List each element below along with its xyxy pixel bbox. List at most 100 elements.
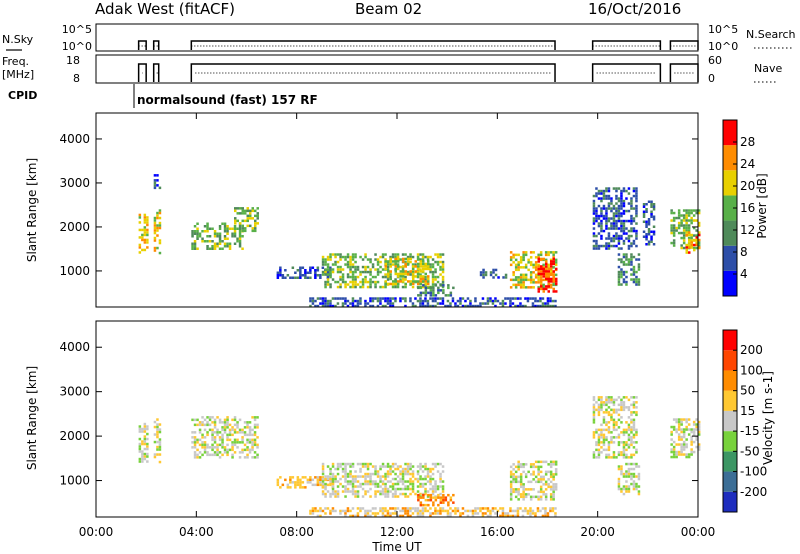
echo-cell [417,282,420,286]
echo-cell [236,240,239,243]
echo-cell [434,507,437,510]
echo-cell [331,507,335,510]
echo-cell [156,234,159,237]
echo-cell [246,433,249,437]
echo-cell [682,428,686,431]
echo-cell [602,411,606,414]
echo-cell [690,450,693,454]
echo-cell [600,189,603,193]
echo-region [321,462,445,498]
echo-cell [396,285,400,289]
echo-cell [695,438,698,441]
echo-cell [600,446,603,449]
echo-cell [607,413,611,417]
echo-cell [647,223,651,226]
echo-cell [324,304,327,308]
echo-cell [326,255,330,259]
echo-cell [233,441,237,444]
echo-cell [346,490,350,493]
echo-cell [685,226,688,230]
echo-cell [680,244,683,247]
echo-cell [597,456,601,459]
echo-cell [534,266,538,269]
echo-cell [349,265,352,269]
nave-tick-bottom: 0 [708,72,715,85]
echo-cell [690,435,693,439]
echo-cell [627,485,631,488]
echo-cell [329,467,332,471]
echo-cell [600,234,603,238]
echo-cell [409,482,412,486]
echo-cell [193,446,197,449]
echo-cell [602,448,606,452]
echo-cell [374,472,377,476]
echo-cell [399,265,402,269]
echo-cell [153,239,157,242]
echo-cell [369,278,372,281]
echo-cell [449,496,453,499]
echo-cell [542,283,545,287]
echo-cell [419,258,422,261]
echo-cell [610,396,613,399]
echo-cell [414,509,417,513]
echo-cell [366,482,370,486]
echo-cell [527,278,530,282]
echo-cell [203,451,207,454]
echo-cell [617,453,621,457]
echo-cell [406,507,410,510]
y-tick-label: 1000 [59,474,90,488]
echo-cell [239,212,242,215]
echo-cell [546,514,550,518]
echo-cell [206,416,209,419]
echo-cell [361,270,365,274]
echo-cell [600,428,603,432]
echo-cell [537,278,540,282]
echo-cell [509,297,512,300]
echo-cell [419,275,422,278]
date-label: 16/Oct/2016 [588,0,681,18]
echo-cell [406,467,410,471]
echo-cell [622,485,626,488]
echo-region [417,284,455,297]
echo-cell [677,224,681,227]
nsky-tick-bottom: 10^0 [62,40,92,53]
echo-cell [441,297,445,300]
echo-cell [519,304,522,308]
echo-cell [246,426,249,429]
echo-cell [529,263,533,267]
echo-cell [349,302,352,305]
echo-cell [221,421,224,424]
echo-cell [349,255,352,259]
echo-cell [537,470,540,474]
echo-cell [359,509,362,513]
echo-cell [532,263,535,267]
echo-cell [316,483,320,487]
echo-cell [138,236,142,239]
echo-cell [546,512,550,515]
echo-cell [369,509,372,513]
echo-cell [417,493,420,497]
nsearch-label: N.Search [746,28,796,41]
echo-cell [326,263,330,266]
echo-cell [394,490,397,493]
echo-cell [419,286,423,290]
echo-cell [419,462,422,466]
echo-cell [602,441,606,444]
echo-cell [620,441,623,444]
echo-cell [461,304,465,308]
echo-cell [397,275,400,278]
echo-cell [622,456,626,459]
echo-cell [326,465,330,468]
echo-cell [211,247,214,250]
echo-cell [605,401,608,404]
echo-cell [211,428,214,432]
echo-cell [399,480,402,483]
echo-cell [682,246,686,250]
echo-cell [326,304,330,308]
echo-cell [595,244,598,248]
echo-cell [336,462,340,466]
echo-cell [627,426,631,429]
echo-cell [228,448,232,452]
echo-cell [672,455,676,459]
echo-cell [652,208,656,211]
